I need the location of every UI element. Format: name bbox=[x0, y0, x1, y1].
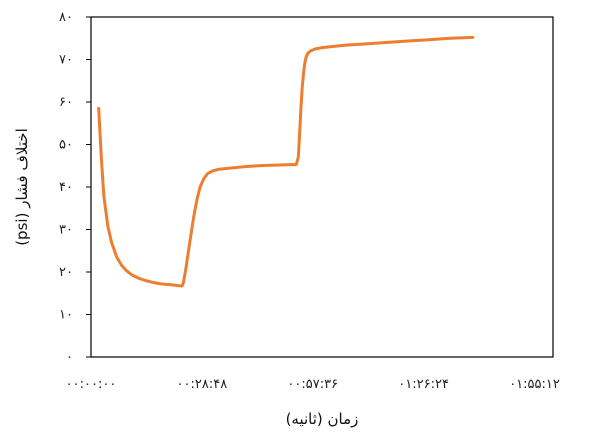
series-layer bbox=[97, 35, 475, 288]
series-line-0 bbox=[97, 35, 475, 288]
x-axis-ticks: ۰۰:۰۰:۰۰ ۰۰:۲۸:۴۸ ۰۰:۵۷:۳۶ ۰۱:۲۶:۲۴ ۰۱:۵۵:۱۲ bbox=[66, 377, 560, 392]
y-tick-label: ۵۰ bbox=[59, 138, 73, 153]
y-tick-label: ۷۰ bbox=[59, 53, 73, 68]
x-tick-label: ۰۰:۵۷:۳۶ bbox=[287, 377, 338, 392]
y-axis-ticks: ۰ ۱۰ ۲۰ ۳۰ ۴۰ ۵۰ ۶۰ ۷۰ ۸۰ bbox=[59, 10, 91, 365]
y-axis-title: اختلاف فشار (psi) bbox=[13, 128, 31, 246]
y-tick-label: ۲۰ bbox=[59, 265, 73, 280]
x-tick-label: ۰۱:۵۵:۱۲ bbox=[509, 377, 560, 392]
y-tick-label: ۱۰ bbox=[59, 308, 73, 323]
y-tick-label: ۶۰ bbox=[59, 95, 73, 110]
y-tick-label: ۸۰ bbox=[59, 10, 73, 25]
x-tick-label: ۰۱:۲۶:۲۴ bbox=[398, 377, 449, 392]
x-tick-label: ۰۰:۲۸:۴۸ bbox=[177, 377, 228, 392]
y-tick-label: ۴۰ bbox=[59, 180, 73, 195]
plot-area bbox=[90, 16, 554, 358]
x-axis-title: زمان (ثانیه) bbox=[286, 410, 359, 428]
y-tick-label: ۳۰ bbox=[59, 223, 73, 238]
y-tick-label: ۰ bbox=[66, 350, 73, 365]
x-tick-label: ۰۰:۰۰:۰۰ bbox=[66, 377, 117, 392]
